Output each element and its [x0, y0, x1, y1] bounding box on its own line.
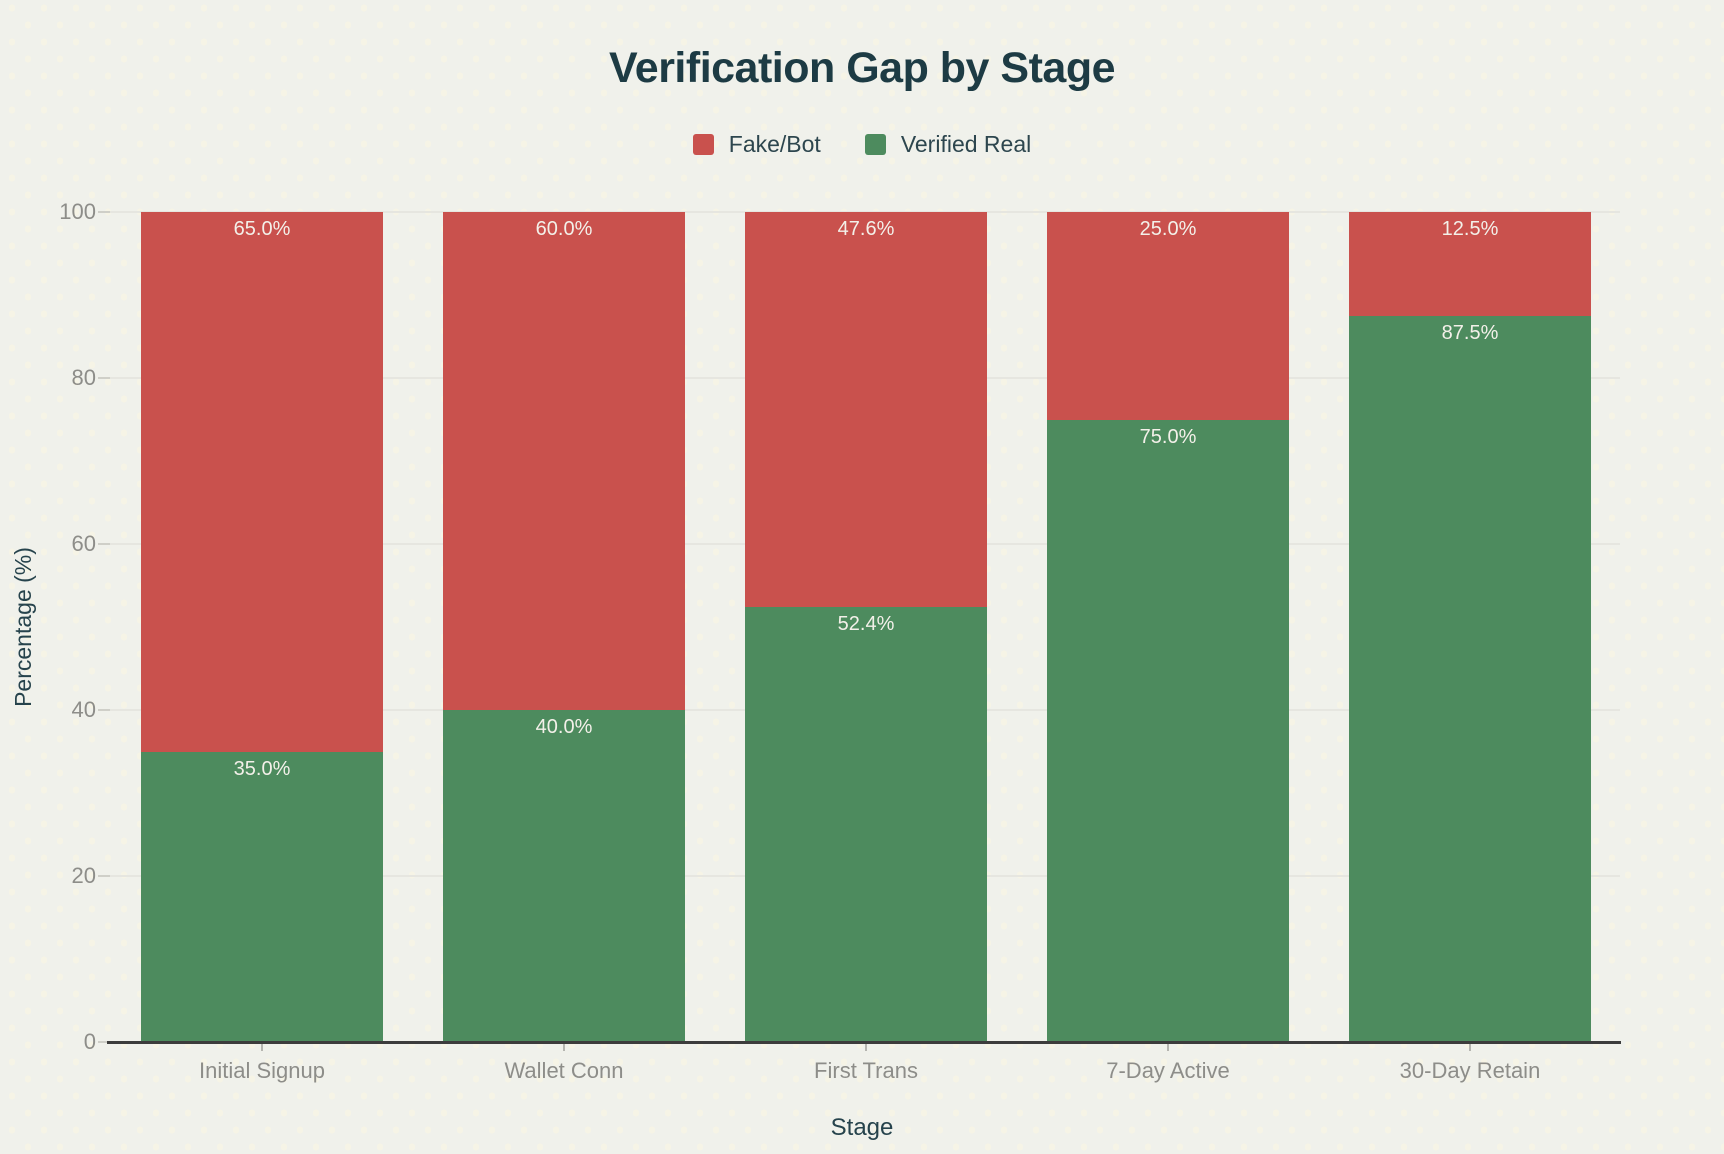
bar-segment-verified-real: 52.4%	[745, 607, 987, 1042]
y-tick-mark	[98, 875, 110, 877]
legend-item-verified-real: Verified Real	[864, 131, 1032, 158]
y-tick-mark	[98, 377, 110, 379]
bar-segment-verified-real: 35.0%	[141, 751, 383, 1042]
bar-segment-fake-bot: 60.0%	[443, 212, 685, 710]
bar-value-label: 65.0%	[233, 218, 291, 240]
x-category-label: Wallet Conn	[504, 1058, 624, 1083]
bar-segment-verified-real: 75.0%	[1047, 419, 1289, 1042]
x-axis-title: Stage	[830, 1114, 894, 1141]
x-category-label: Initial Signup	[199, 1058, 325, 1083]
x-tick-mark	[1167, 1043, 1169, 1051]
x-tick-mark	[261, 1043, 263, 1051]
x-category-label: 7-Day Active	[1106, 1058, 1230, 1083]
y-tick-label: 60	[71, 531, 96, 556]
x-category-label: 30-Day Retain	[1399, 1058, 1541, 1083]
bar-segment-fake-bot: 12.5%	[1349, 212, 1591, 316]
y-tick-label: 20	[71, 863, 96, 888]
y-axis-title: Percentage (%)	[10, 547, 36, 707]
legend-label-verified-real: Verified Real	[900, 131, 1032, 157]
bar-value-label: 87.5%	[1441, 321, 1499, 344]
y-tick-label: 40	[71, 697, 96, 722]
bar-value-label: 47.6%	[837, 218, 895, 240]
legend-label-fake-bot: Fake/Bot	[728, 131, 821, 157]
bar-value-label: 12.5%	[1441, 218, 1499, 240]
bar-segment-verified-real: 40.0%	[443, 710, 685, 1042]
y-tick-mark	[98, 709, 110, 711]
y-tick-mark	[98, 1041, 110, 1043]
bar-group: 47.6% 52.4%	[745, 212, 987, 1042]
bar-value-label: 75.0%	[1139, 425, 1197, 448]
bar-segment-fake-bot: 47.6%	[745, 212, 987, 608]
bar-value-label: 35.0%	[233, 757, 291, 780]
bar-group: 60.0% 40.0%	[443, 212, 685, 1042]
bar-group: 25.0% 75.0%	[1047, 212, 1289, 1042]
x-category-label: First Trans	[814, 1058, 918, 1083]
bar-value-label: 40.0%	[535, 716, 593, 738]
bar-value-label: 25.0%	[1139, 218, 1197, 240]
y-tick-label: 80	[71, 365, 96, 390]
x-axis-line	[107, 1041, 1621, 1044]
bar-value-label: 52.4%	[837, 613, 895, 636]
y-tick-label: 0	[83, 1029, 96, 1054]
bar-group: 65.0% 35.0%	[141, 212, 383, 1042]
bar-value-label: 60.0%	[535, 218, 593, 240]
y-tick-label: 100	[59, 199, 96, 224]
legend-swatch-verified-real-icon	[864, 134, 886, 155]
legend-swatch-fake-bot-icon	[692, 134, 714, 155]
y-tick-mark	[98, 211, 110, 213]
bar-segment-fake-bot: 65.0%	[141, 212, 383, 752]
y-tick-mark	[98, 543, 110, 545]
x-tick-mark	[1469, 1043, 1471, 1051]
x-tick-mark	[563, 1043, 565, 1051]
bar-segment-verified-real: 87.5%	[1349, 315, 1591, 1042]
x-tick-mark	[865, 1043, 867, 1051]
legend: Fake/Bot Verified Real	[0, 131, 1724, 158]
chart-title: Verification Gap by Stage	[608, 44, 1116, 92]
bar-segment-fake-bot: 25.0%	[1047, 212, 1289, 420]
legend-item-fake-bot: Fake/Bot	[692, 131, 821, 158]
bar-group: 12.5% 87.5%	[1349, 212, 1591, 1042]
